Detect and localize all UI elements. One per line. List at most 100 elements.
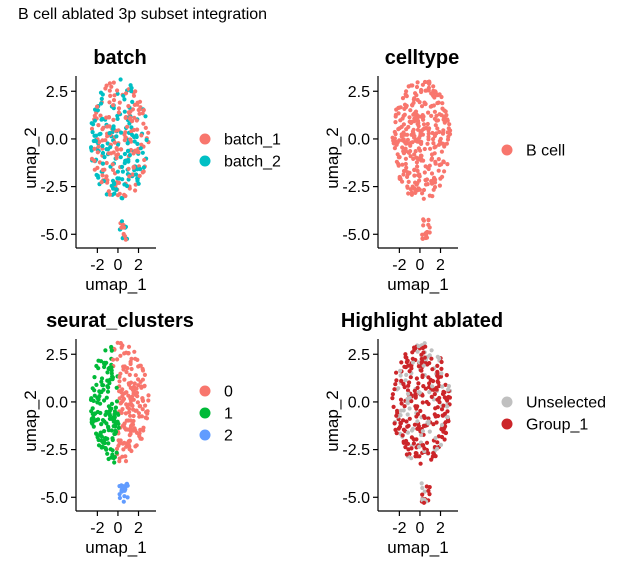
y-axis-label: umap_2 (21, 127, 40, 188)
data-point (127, 402, 132, 407)
data-point (127, 116, 132, 121)
data-point (108, 447, 113, 452)
data-point (431, 176, 437, 181)
data-point (106, 456, 111, 462)
data-point (403, 378, 408, 383)
data-point (142, 372, 147, 377)
data-point (129, 85, 134, 91)
data-point (105, 180, 110, 185)
y-axis-label: umap_2 (323, 127, 342, 188)
x-axis-label: umap_1 (387, 275, 448, 294)
panel-title: seurat_clusters (46, 310, 194, 332)
legend-label: batch_1 (224, 132, 281, 149)
data-point (132, 115, 137, 120)
data-point (104, 436, 109, 441)
data-point (431, 387, 436, 392)
data-point (413, 180, 418, 185)
data-point (98, 113, 103, 118)
y-tick-label: -5.0 (40, 227, 68, 244)
data-point (135, 127, 140, 132)
data-point (122, 138, 127, 143)
legend-label: Unselected (526, 395, 606, 412)
data-point (99, 422, 104, 427)
data-point (429, 157, 434, 162)
data-point (432, 392, 437, 397)
data-point (415, 349, 420, 354)
data-point (89, 121, 94, 126)
data-point (96, 175, 101, 180)
data-point (427, 492, 432, 497)
data-point (121, 484, 126, 489)
data-point (437, 183, 442, 188)
data-point (133, 89, 138, 94)
data-point (421, 363, 426, 368)
data-point (133, 356, 138, 361)
data-point (126, 418, 131, 423)
data-point (105, 370, 110, 375)
data-point (125, 141, 130, 146)
data-point (120, 169, 125, 174)
data-point (127, 186, 132, 191)
data-point (98, 359, 104, 364)
data-point (398, 420, 403, 425)
data-point (136, 383, 141, 388)
data-point (122, 109, 127, 114)
data-point (448, 128, 453, 133)
legend-swatch (199, 429, 211, 441)
x-tick-label: 0 (415, 257, 424, 274)
data-point (444, 113, 449, 118)
data-point (107, 411, 112, 416)
data-point (435, 373, 440, 378)
data-point (422, 489, 427, 494)
data-point (405, 358, 410, 363)
legend: 0 1 2 (199, 384, 233, 445)
data-point (96, 437, 101, 443)
data-point (133, 373, 138, 378)
data-point (409, 399, 414, 404)
data-point (428, 377, 433, 382)
data-point (107, 100, 112, 105)
data-point (122, 192, 127, 197)
data-point (419, 481, 424, 486)
data-point (401, 172, 406, 177)
data-point (121, 225, 126, 230)
data-point (117, 191, 122, 196)
data-point (399, 378, 404, 383)
data-point (445, 404, 450, 409)
data-point (123, 115, 128, 120)
data-point (117, 379, 122, 384)
data-point (400, 433, 405, 438)
data-point (131, 413, 136, 419)
data-point (433, 435, 438, 441)
data-point (142, 383, 147, 388)
panel-title: Highlight ablated (341, 310, 503, 332)
data-point (423, 235, 428, 241)
data-point (129, 89, 134, 94)
data-point (431, 103, 436, 108)
data-point (432, 145, 437, 150)
data-point (120, 164, 125, 169)
data-point (117, 492, 122, 497)
data-point (124, 444, 129, 449)
data-point (420, 485, 425, 491)
data-point (426, 222, 431, 227)
data-point (399, 132, 404, 137)
data-point (117, 484, 122, 489)
data-point (127, 406, 132, 411)
data-point (405, 412, 410, 417)
data-point (131, 391, 136, 396)
data-point (433, 161, 438, 166)
data-point (134, 172, 139, 177)
data-point (146, 393, 151, 398)
x-axis-label: umap_1 (85, 275, 146, 294)
legend-label: 1 (224, 406, 233, 423)
data-point (134, 134, 139, 140)
y-tick-label: 2.5 (46, 347, 68, 364)
data-point (100, 445, 106, 450)
data-point (122, 97, 127, 102)
data-point (393, 120, 398, 125)
data-point (111, 419, 116, 424)
scatter-points (89, 77, 151, 242)
data-point (92, 158, 97, 163)
data-point (135, 158, 140, 163)
